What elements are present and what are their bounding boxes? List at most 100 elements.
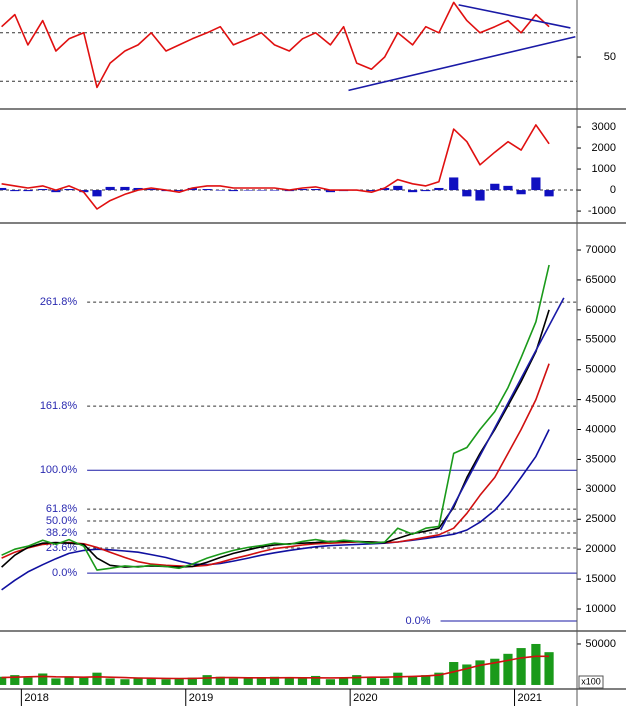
bar bbox=[23, 190, 33, 192]
bar bbox=[449, 662, 459, 685]
bar bbox=[434, 187, 444, 191]
y-tick-label: 10000 bbox=[585, 603, 616, 615]
y-tick-label: 60000 bbox=[585, 304, 616, 316]
bar bbox=[421, 190, 431, 192]
bar bbox=[516, 190, 526, 195]
y-tick-label: 35000 bbox=[585, 453, 616, 465]
y-tick-label: 0 bbox=[610, 184, 616, 196]
bar bbox=[380, 678, 390, 685]
bar bbox=[243, 677, 253, 685]
bar bbox=[228, 190, 239, 192]
bar bbox=[0, 187, 7, 191]
fib-label: 161.8% bbox=[40, 400, 78, 412]
bar bbox=[243, 190, 253, 191]
bar bbox=[215, 676, 225, 685]
y-tick-label: 30000 bbox=[585, 483, 616, 495]
bar bbox=[531, 177, 541, 191]
bar bbox=[0, 676, 7, 685]
fib-label: 50.0% bbox=[46, 515, 77, 527]
bar bbox=[421, 675, 431, 685]
bar bbox=[79, 677, 89, 685]
y-tick-label: 1000 bbox=[592, 163, 616, 175]
bar bbox=[393, 185, 403, 191]
bar bbox=[531, 643, 541, 685]
y-tick-label: 50 bbox=[604, 51, 616, 63]
bar bbox=[338, 677, 349, 685]
bar bbox=[490, 658, 500, 685]
bar bbox=[503, 185, 513, 191]
y-tick-label: 50000 bbox=[585, 364, 616, 376]
bar bbox=[146, 678, 156, 685]
bar bbox=[475, 660, 485, 685]
bar bbox=[490, 183, 500, 191]
y-tick-label: 55000 bbox=[585, 334, 616, 346]
bar bbox=[64, 189, 74, 191]
bar bbox=[516, 648, 526, 685]
bar bbox=[544, 190, 554, 197]
bar bbox=[475, 190, 485, 201]
bar bbox=[105, 678, 115, 685]
series-line bbox=[1, 429, 550, 591]
bar bbox=[366, 676, 377, 685]
bar bbox=[133, 677, 143, 685]
bar bbox=[544, 652, 554, 685]
y-tick-label: -1000 bbox=[588, 205, 616, 217]
fib-label: 100.0% bbox=[40, 464, 78, 476]
bar bbox=[92, 190, 102, 197]
bar bbox=[380, 187, 390, 191]
y-tick-label: 45000 bbox=[585, 394, 616, 406]
series-line bbox=[1, 124, 550, 210]
bar bbox=[434, 672, 444, 685]
y-tick-label: 20000 bbox=[585, 543, 616, 555]
x-tick-label: 2020 bbox=[353, 692, 377, 704]
bar bbox=[284, 677, 294, 685]
bar bbox=[38, 673, 48, 685]
series-line bbox=[1, 363, 550, 568]
fib-label: 0.0% bbox=[405, 615, 430, 627]
bar bbox=[449, 177, 459, 191]
bar bbox=[202, 675, 212, 685]
y-tick-label: 2000 bbox=[592, 142, 616, 154]
fib-label: 261.8% bbox=[40, 296, 78, 308]
bar bbox=[462, 190, 472, 197]
y-tick-label: 50000 bbox=[585, 638, 616, 650]
bar bbox=[174, 190, 184, 192]
bar bbox=[187, 677, 197, 685]
fib-label: 0.0% bbox=[52, 567, 77, 579]
bar bbox=[120, 186, 130, 191]
y-tick-label: 15000 bbox=[585, 573, 616, 585]
y-tick-label: 70000 bbox=[585, 244, 616, 256]
bar bbox=[120, 679, 130, 685]
bar bbox=[79, 190, 89, 193]
y-tick-label: 3000 bbox=[592, 121, 616, 133]
bar bbox=[133, 187, 143, 191]
bar bbox=[161, 679, 171, 685]
unit-box bbox=[578, 675, 604, 689]
bar bbox=[10, 190, 20, 192]
bar bbox=[408, 676, 418, 685]
bar bbox=[325, 679, 336, 685]
y-tick-label: 25000 bbox=[585, 513, 616, 525]
series-line bbox=[1, 264, 550, 571]
bar bbox=[297, 678, 308, 685]
unit-label: x100 bbox=[581, 676, 601, 686]
bar bbox=[187, 187, 197, 191]
bar bbox=[462, 664, 472, 685]
bar bbox=[10, 675, 20, 685]
bar bbox=[297, 189, 308, 191]
bar bbox=[215, 190, 225, 191]
bar bbox=[38, 189, 48, 191]
series-line bbox=[1, 1, 550, 89]
x-tick-label: 2019 bbox=[189, 692, 213, 704]
bar bbox=[256, 678, 266, 685]
bar bbox=[311, 675, 321, 685]
bar bbox=[228, 678, 239, 685]
bar bbox=[325, 190, 336, 193]
bar bbox=[311, 189, 321, 191]
fib-label: 38.2% bbox=[46, 527, 77, 539]
trendline bbox=[439, 297, 565, 531]
bar bbox=[23, 677, 33, 685]
bar bbox=[408, 190, 418, 193]
